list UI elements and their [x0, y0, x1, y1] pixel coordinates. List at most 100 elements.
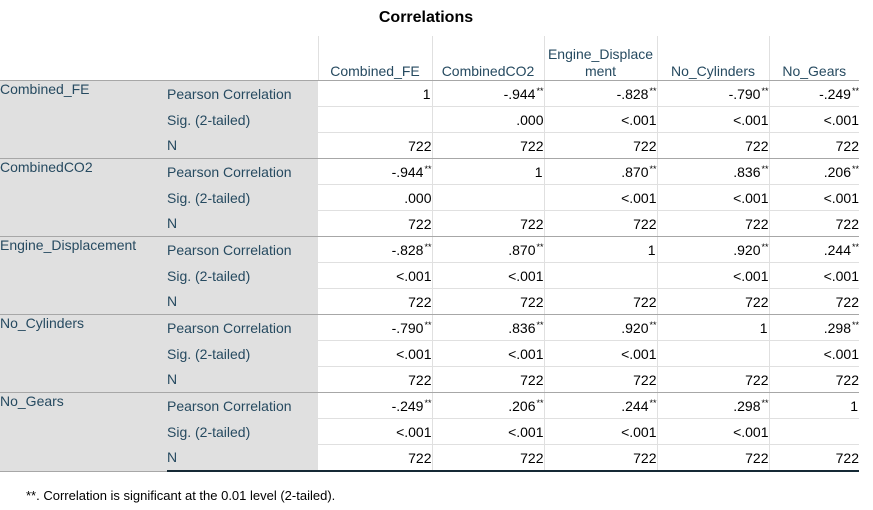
table-row: Combined_FE Pearson Correlation 1 -.944** -.…	[0, 80, 859, 159]
cell-value: .206	[823, 163, 851, 180]
table-cell	[768, 418, 859, 445]
cell-value: -.249	[391, 397, 424, 414]
statistic-label: Sig. (2-tailed)	[167, 106, 318, 133]
table-cell: .206**	[431, 392, 544, 419]
table-cell: <.001	[768, 262, 859, 289]
table-row: Sig. (2-tailed) .000 <.001 <.001 <.001	[0, 184, 859, 211]
table-cell: 722	[431, 210, 544, 237]
table-cell: 1	[318, 80, 432, 107]
statistic-label: N	[167, 288, 318, 315]
table-cell: <.001	[768, 106, 859, 133]
table-cell: 722	[318, 288, 432, 315]
cell-value: .836	[508, 319, 536, 336]
table-cell: .870**	[431, 236, 544, 263]
cell-value: 1	[647, 241, 656, 258]
table-row: Sig. (2-tailed) <.001 <.001 <.001 <.001	[0, 262, 859, 289]
significance-marker: **	[536, 85, 544, 96]
table-row: Sig. (2-tailed) <.001 <.001 <.001 <.001	[0, 418, 859, 445]
cell-value: .298	[823, 319, 851, 336]
table-row: N 722 722 722 722 722	[0, 444, 859, 472]
statistic-label: N	[167, 444, 318, 472]
table-row: Sig. (2-tailed) <.001 <.001 <.001 <.001	[0, 340, 859, 367]
table-cell: .870**	[543, 158, 657, 185]
table-cell: .298**	[768, 314, 859, 341]
table-title: Correlations	[378, 9, 474, 26]
header-blank	[167, 36, 318, 81]
table-cell: <.001	[543, 106, 657, 133]
cell-value: -.249	[819, 85, 851, 102]
cell-value: -.944	[503, 85, 536, 102]
table-cell: .000	[318, 184, 432, 211]
table-cell: .836**	[431, 314, 544, 341]
row-variable-label: No_Cylinders	[0, 314, 167, 393]
table-cell: .920**	[656, 236, 769, 263]
column-header-row: Combined_FE CombinedCO2 Engine_Displacem…	[0, 36, 859, 81]
significance-marker: **	[761, 85, 769, 96]
column-header: No_Cylinders	[656, 36, 769, 81]
row-variable-label: Engine_Displacement	[0, 236, 167, 315]
significance-marker: **	[649, 85, 657, 96]
significance-marker: **	[424, 397, 432, 408]
cell-value: 1	[759, 319, 768, 336]
table-cell: <.001	[318, 340, 432, 367]
table-cell: .298**	[656, 392, 769, 419]
table-cell: <.001	[431, 340, 544, 367]
cell-value: -.790	[728, 85, 761, 102]
table-cell: 1	[656, 314, 769, 341]
table-cell: 722	[318, 366, 432, 393]
table-cell: 722	[431, 444, 544, 472]
column-header: No_Gears	[768, 36, 859, 81]
table-cell: .244**	[768, 236, 859, 263]
significance-marker: **	[424, 241, 432, 252]
table-row: N 722 722 722 722 722	[0, 210, 859, 237]
table-cell: 722	[656, 288, 769, 315]
table-cell: -.828**	[543, 80, 657, 107]
table-cell: 722	[431, 132, 544, 159]
significance-marker: **	[424, 163, 432, 174]
table-cell: 722	[431, 288, 544, 315]
cell-value: .298	[733, 397, 761, 414]
significance-marker: **	[536, 319, 544, 330]
table-cell: <.001	[543, 418, 657, 445]
statistic-label: Sig. (2-tailed)	[167, 262, 318, 289]
significance-marker: **	[851, 163, 859, 174]
row-variable-label: No_Gears	[0, 392, 167, 472]
statistic-label: N	[167, 210, 318, 237]
significance-marker: **	[761, 163, 769, 174]
table-cell: .836**	[656, 158, 769, 185]
significance-marker: **	[851, 85, 859, 96]
table-cell: 722	[543, 366, 657, 393]
row-variable-label: CombinedCO2	[0, 158, 167, 237]
table-cell: <.001	[543, 340, 657, 367]
significance-marker: **	[536, 397, 544, 408]
table-row: CombinedCO2 Pearson Correlation -.944** 1.8…	[0, 158, 859, 237]
significance-marker: **	[649, 319, 657, 330]
table-cell: <.001	[656, 106, 769, 133]
table-cell: .244**	[543, 392, 657, 419]
significance-marker: **	[424, 319, 432, 330]
cell-value: 1	[422, 85, 431, 102]
table-cell: 722	[431, 366, 544, 393]
statistic-label: Pearson Correlation	[167, 236, 318, 263]
table-cell: <.001	[768, 184, 859, 211]
cell-value: -.944	[391, 163, 424, 180]
table-cell: 722	[543, 210, 657, 237]
table-cell: .206**	[768, 158, 859, 185]
cell-value: 1	[850, 397, 858, 414]
table-cell: 722	[656, 210, 769, 237]
table-cell	[431, 184, 544, 211]
cell-value: .920	[733, 241, 761, 258]
table-cell: <.001	[656, 418, 769, 445]
table-cell	[318, 106, 432, 133]
cell-value: .870	[508, 241, 536, 258]
table-cell: <.001	[543, 184, 657, 211]
cell-value: .244	[823, 241, 851, 258]
table-cell: 722	[318, 444, 432, 472]
significance-marker: **	[649, 397, 657, 408]
table-cell: -.944**	[431, 80, 544, 107]
cell-value: 1	[534, 163, 543, 180]
significance-marker: **	[851, 241, 859, 252]
statistic-label: Pearson Correlation	[167, 314, 318, 341]
column-header: CombinedCO2	[431, 36, 544, 81]
table-cell: 722	[768, 210, 859, 237]
